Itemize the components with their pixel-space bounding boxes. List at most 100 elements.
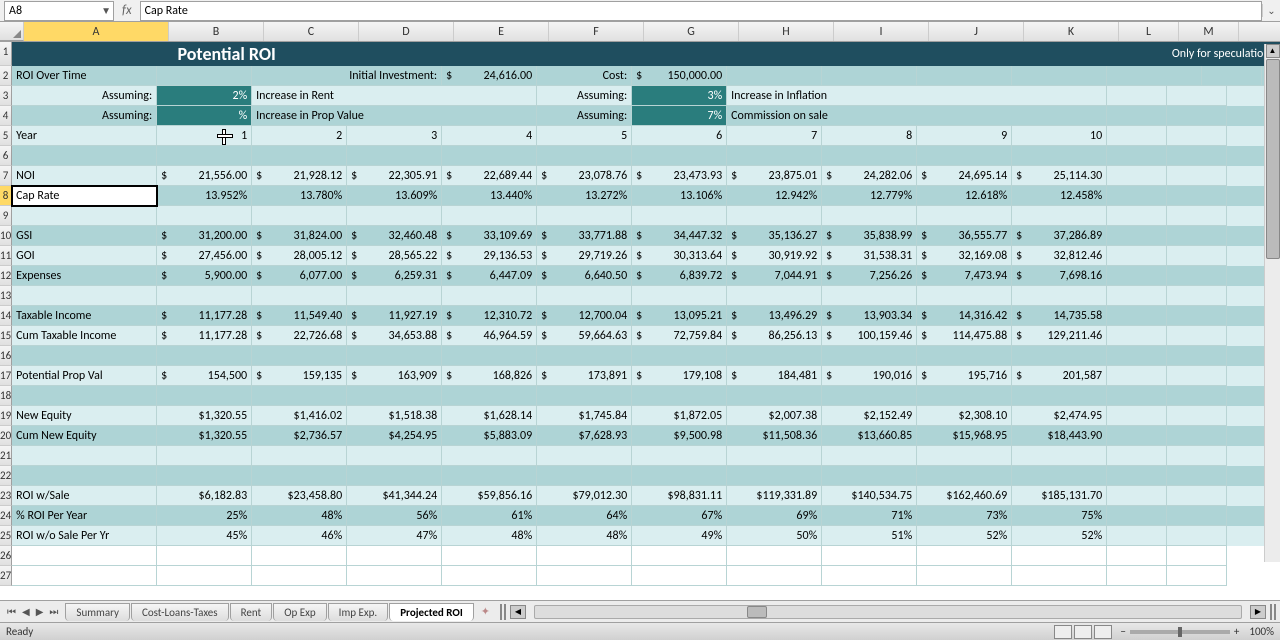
cell[interactable]: 7% [632,106,727,126]
cell[interactable] [917,66,1012,86]
cell[interactable]: 69% [727,506,822,526]
cell[interactable]: % ROI Per Year [12,506,157,526]
cell[interactable] [1107,546,1167,566]
tab-prev-icon[interactable]: ◀ [19,605,33,618]
row-header-24[interactable]: 24 [0,506,12,526]
row-header-18[interactable]: 18 [0,386,12,406]
cell[interactable]: $18,443.90 [1012,426,1107,446]
cell[interactable] [917,286,1012,306]
cell[interactable]: Potential Prop Val [12,366,157,386]
cell[interactable] [632,446,727,466]
cell[interactable]: $1,872.05 [632,406,727,426]
cell[interactable] [1107,66,1202,86]
cell[interactable]: $29,719.26 [537,246,632,266]
cell[interactable]: 13.440% [442,186,537,206]
cell[interactable]: $14,735.58 [1012,306,1107,326]
cell[interactable]: ROI w/o Sale Per Yr [12,526,157,546]
cell[interactable]: $59,856.16 [442,486,537,506]
cell[interactable]: $32,460.48 [347,226,442,246]
tab-last-icon[interactable]: ⏭ [46,605,61,618]
cell[interactable]: 67% [632,506,727,526]
cell[interactable] [1167,406,1227,426]
cell[interactable]: 1 [157,126,252,146]
cell[interactable] [537,386,632,406]
cell[interactable]: 3 [347,126,442,146]
cell[interactable]: $1,518.38 [347,406,442,426]
cell[interactable] [157,386,252,406]
tab-next-icon[interactable]: ▶ [33,605,47,618]
cell[interactable] [1167,526,1227,546]
cell[interactable]: $7,044.91 [727,266,822,286]
cell[interactable]: $24,282.06 [822,166,917,186]
cell[interactable]: 25% [157,506,252,526]
cell[interactable] [1012,206,1107,226]
cell[interactable]: 47% [347,526,442,546]
cell[interactable] [157,466,252,486]
cell[interactable] [442,566,537,586]
cell[interactable]: $32,169.08 [917,246,1012,266]
cell[interactable]: % [157,106,252,126]
cell[interactable]: $1,628.14 [442,406,537,426]
cell[interactable]: $201,587 [1012,366,1107,386]
cell[interactable]: $46,964.59 [442,326,537,346]
column-header-H[interactable]: H [739,22,834,41]
cell[interactable]: ROI w/Sale [12,486,157,506]
cell[interactable] [1167,466,1227,486]
cell[interactable]: $6,077.00 [252,266,347,286]
cell[interactable]: $33,109.69 [442,226,537,246]
cell[interactable]: $11,508.36 [727,426,822,446]
cell[interactable]: $168,826 [442,366,537,386]
cell[interactable] [917,386,1012,406]
cell[interactable]: $24,616.00 [442,66,537,86]
fx-icon[interactable]: fx [114,3,140,18]
row-header-15[interactable]: 15 [0,326,12,346]
cell[interactable] [1107,326,1167,346]
cell[interactable]: $5,900.00 [157,266,252,286]
cell[interactable] [1107,266,1167,286]
cell[interactable]: $28,005.12 [252,246,347,266]
column-header-C[interactable]: C [264,22,359,41]
cell[interactable] [537,446,632,466]
cell[interactable] [1012,566,1107,586]
new-sheet-icon[interactable]: ✦ [475,603,496,620]
cell[interactable]: $13,095.21 [632,306,727,326]
cell[interactable]: $86,256.13 [727,326,822,346]
cell[interactable]: GSI [12,226,157,246]
cell[interactable] [347,146,442,166]
cell[interactable] [1167,486,1227,506]
cell[interactable] [822,446,917,466]
cell[interactable]: 12.618% [917,186,1012,206]
hscroll-left-icon[interactable]: ◀ [510,605,526,619]
cell[interactable]: $179,108 [632,366,727,386]
cell[interactable]: $14,316.42 [917,306,1012,326]
cell[interactable] [1107,506,1167,526]
row-header-26[interactable]: 26 [0,546,12,566]
cell[interactable]: $31,538.31 [822,246,917,266]
cell-area[interactable]: Potential ROIOnly for speculation purpos… [12,42,1280,586]
cell[interactable] [347,346,442,366]
cell[interactable]: $12,310.72 [442,306,537,326]
cell[interactable]: $162,460.69 [917,486,1012,506]
cell[interactable]: 50% [727,526,822,546]
formula-expand-icon[interactable]: ⌄ [1262,4,1280,17]
cell[interactable] [252,566,347,586]
row-header-8[interactable]: 8 [0,186,12,206]
cell[interactable]: $79,012.30 [537,486,632,506]
cell[interactable] [727,286,822,306]
horizontal-scrollbar[interactable] [526,605,1250,619]
cell[interactable] [1167,546,1227,566]
cell[interactable] [1107,466,1167,486]
cell[interactable]: 13.272% [537,186,632,206]
cell[interactable]: $2,007.38 [727,406,822,426]
tab-first-icon[interactable]: ⏮ [4,605,19,618]
cell[interactable]: 13.609% [347,186,442,206]
cell[interactable]: 13.106% [632,186,727,206]
cell[interactable] [822,466,917,486]
cell[interactable] [442,546,537,566]
cell[interactable] [1012,286,1107,306]
cell[interactable]: 64% [537,506,632,526]
column-header-F[interactable]: F [549,22,644,41]
cell[interactable] [12,446,157,466]
cell[interactable] [1107,166,1167,186]
cell[interactable] [1012,146,1107,166]
